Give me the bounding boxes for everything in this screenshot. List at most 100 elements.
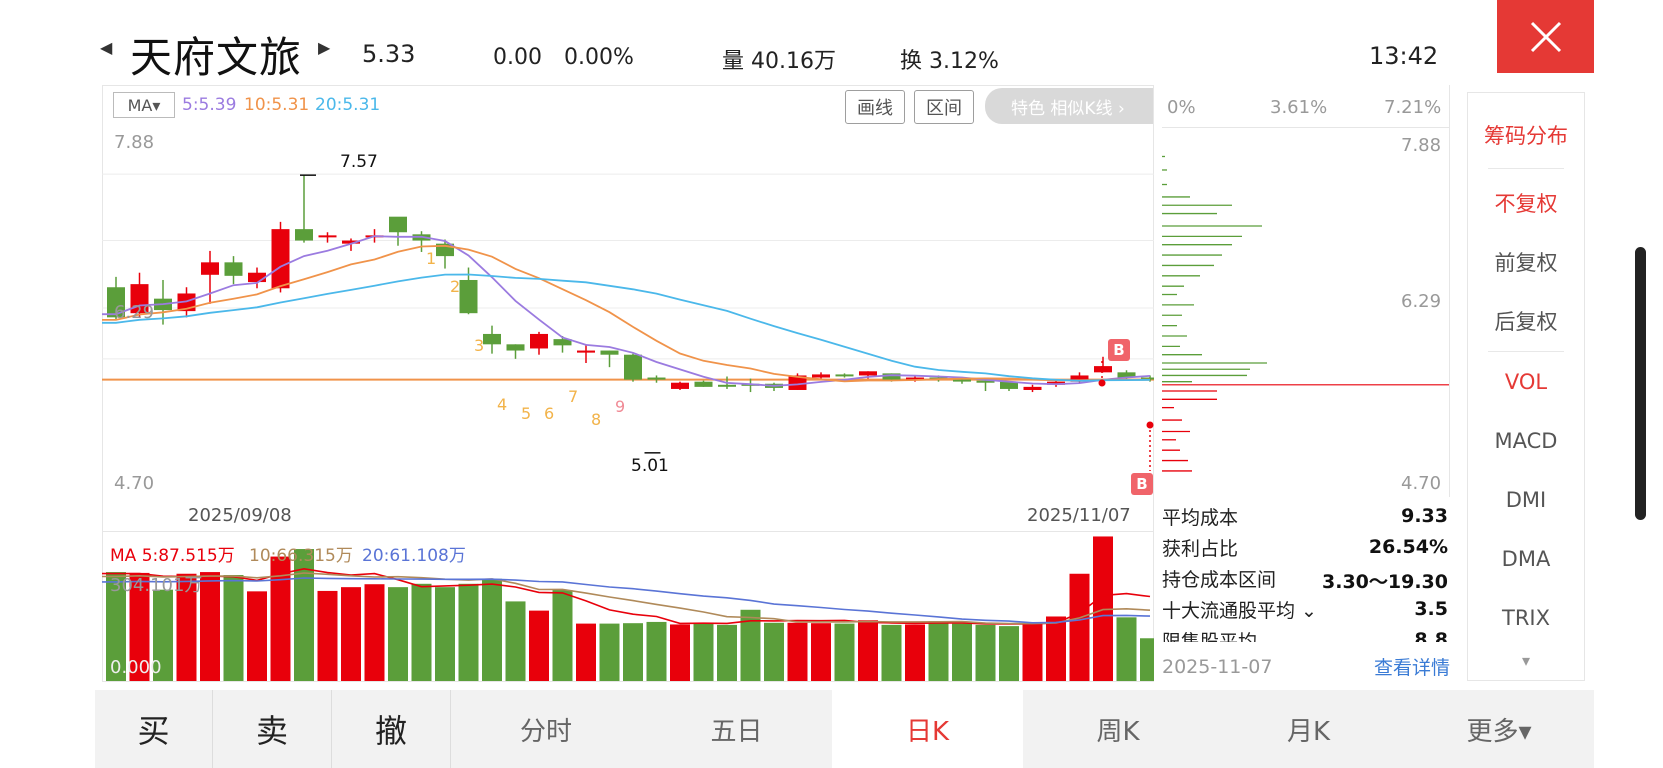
candle-body	[600, 350, 619, 355]
candle-body	[1094, 366, 1112, 373]
volume-bar	[740, 609, 761, 681]
volume-bar	[411, 583, 432, 681]
buy-signal-badge-bottom[interactable]: B	[1131, 473, 1153, 495]
draw-line-button[interactable]: 画线	[845, 90, 905, 124]
menu-dmi[interactable]: DMI	[1505, 488, 1547, 512]
close-button[interactable]	[1497, 0, 1594, 73]
candlestick-chart[interactable]	[102, 125, 1154, 497]
menu-trix[interactable]: TRIX	[1502, 606, 1550, 630]
sell-button[interactable]: 卖	[213, 690, 332, 768]
candle-body	[859, 371, 877, 376]
tab-intraday[interactable]: 分时	[451, 690, 641, 768]
kline-date-divider	[102, 531, 1154, 532]
volume-bar	[646, 621, 667, 681]
volume-bar	[270, 556, 291, 681]
menu-macd[interactable]: MACD	[1494, 429, 1558, 453]
buy-signal-text-top: B	[1113, 341, 1125, 359]
chip-pct-2: 7.21%	[1384, 97, 1442, 118]
candle-body	[788, 375, 807, 390]
candle-body	[812, 374, 830, 378]
menu-chip-distribution[interactable]: 筹码分布	[1484, 124, 1568, 148]
top10-avg-label[interactable]: 十大流通股平均 ⌄	[1162, 600, 1317, 622]
current-price: 5.33	[362, 40, 416, 68]
cancel-order-button[interactable]: 撤	[332, 690, 451, 768]
tab-monthly-k[interactable]: 月K	[1213, 690, 1404, 768]
avg-cost-value: 9.33	[1401, 505, 1448, 527]
candle-body	[953, 379, 971, 382]
tab-more[interactable]: 更多▾	[1404, 690, 1594, 768]
tab-daily-k[interactable]: 日K	[832, 690, 1023, 768]
range-button[interactable]: 区间	[914, 90, 974, 124]
volume-bar	[881, 624, 902, 681]
volume-bar	[153, 589, 173, 681]
candle-body	[1047, 381, 1065, 385]
ma10-line	[102, 244, 1151, 383]
candle-body	[718, 384, 736, 387]
candle-body	[553, 339, 572, 346]
buy-signal-badge-top[interactable]: B	[1108, 339, 1130, 361]
ma20-value: 20:5.31	[315, 95, 381, 115]
volume-bar	[1093, 536, 1113, 681]
vol-y-top: 304.101万	[110, 575, 203, 596]
chip-y-bottom: 4.70	[1401, 473, 1442, 494]
buy-button[interactable]: 买	[95, 690, 213, 768]
td-seq-5: 5	[521, 404, 532, 423]
ma10-value: 10:5.31	[244, 95, 310, 115]
cost-range-value: 3.30～19.30	[1322, 571, 1448, 593]
kline-y-mid: 6.29	[114, 302, 155, 323]
volume-bar	[1022, 624, 1043, 681]
date-end: 2025/11/07	[1027, 505, 1131, 526]
volume-bar	[975, 624, 996, 681]
td-seq-8: 8	[591, 410, 602, 429]
chip-pct-0: 0%	[1167, 97, 1196, 118]
candle-body	[976, 380, 995, 383]
kline-y-bottom: 4.70	[114, 473, 155, 494]
volume-bar	[787, 622, 808, 681]
price-change: 0.00	[493, 45, 542, 70]
tab-five-day[interactable]: 五日	[641, 690, 832, 768]
candle-body	[506, 344, 525, 351]
kline-y-top: 7.88	[114, 132, 155, 153]
next-stock-icon[interactable]: ▶	[318, 38, 331, 57]
menu-forward-adjust[interactable]: 前复权	[1494, 251, 1558, 275]
chip-distribution-chart[interactable]	[1162, 128, 1449, 497]
restricted-avg-value: 8.8	[1414, 629, 1448, 642]
menu-backward-adjust[interactable]: 后复权	[1494, 310, 1558, 334]
kline-chart-panel[interactable]	[102, 85, 1154, 682]
candle-body	[224, 262, 243, 276]
ma20-line	[102, 273, 1151, 382]
top10-avg-value: 3.5	[1414, 598, 1448, 620]
prev-stock-icon[interactable]: ◀	[100, 38, 113, 57]
chip-y-top: 7.88	[1401, 135, 1442, 156]
tab-weekly-k[interactable]: 周K	[1023, 690, 1213, 768]
candle-body	[201, 262, 219, 275]
vol-ma20-line	[102, 577, 1151, 624]
volume-bar	[670, 624, 690, 681]
buy-signal-dot	[1146, 421, 1154, 429]
td-seq-2: 2	[450, 277, 461, 296]
candle-body	[671, 382, 689, 389]
td-seq-9: 9	[615, 397, 626, 416]
volume-bar	[599, 623, 620, 681]
volume-chart[interactable]	[102, 533, 1154, 681]
candle-body	[1070, 375, 1089, 382]
candle-body	[1000, 381, 1018, 389]
menu-more-arrow-icon[interactable]: ▾	[1521, 651, 1531, 670]
ma5-value: 5:5.39	[182, 95, 237, 115]
clock-time: 13:42	[1369, 42, 1439, 70]
volume-bar	[317, 590, 338, 681]
td-seq-1: 1	[426, 249, 437, 268]
restricted-avg-label[interactable]: 限售股平均 ⌄	[1162, 631, 1279, 642]
scroll-indicator[interactable]	[1635, 247, 1646, 520]
menu-vol[interactable]: VOL	[1504, 370, 1548, 394]
ma-selector[interactable]: MA▾	[113, 92, 175, 118]
menu-no-adjust[interactable]: 不复权	[1494, 192, 1558, 216]
candle-body	[295, 229, 313, 241]
indicator-menu: 筹码分布 不复权 前复权 后复权 VOL MACD DMI DMA TRIX ▾	[1467, 92, 1585, 681]
view-details-link[interactable]: 查看详情	[1374, 657, 1451, 679]
vol-y-bottom: 0.000	[110, 657, 162, 678]
volume-bar	[482, 578, 502, 681]
menu-dma[interactable]: DMA	[1501, 547, 1551, 571]
similar-kline-button[interactable]: 特色 相似K线 ›	[985, 88, 1153, 124]
low-price-label: 5.01	[631, 456, 669, 476]
